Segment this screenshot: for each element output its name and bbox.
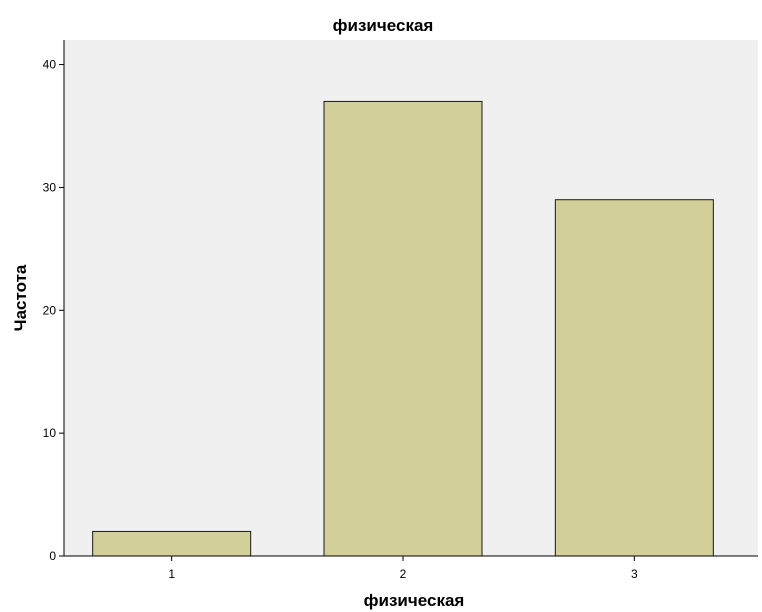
bar-3	[554, 199, 714, 557]
x-axis-label: физическая	[364, 591, 465, 610]
y-axis-label: Частота	[11, 264, 30, 331]
y-tick-label-40: 40	[43, 58, 57, 72]
axes-layer	[63, 40, 758, 557]
x-tick-label-2: 2	[400, 567, 407, 581]
bars-layer	[92, 100, 714, 557]
y-tick-label-20: 20	[43, 303, 57, 317]
bar-2	[323, 100, 483, 557]
y-tick-label-30: 30	[43, 180, 57, 194]
y-tick-label-10: 10	[43, 426, 57, 440]
bar-1	[92, 530, 252, 557]
x-tick-label-1: 1	[168, 567, 175, 581]
chart-title: физическая	[333, 16, 434, 35]
y-tick-label-0: 0	[49, 549, 56, 563]
x-tick-label-3: 3	[631, 567, 638, 581]
